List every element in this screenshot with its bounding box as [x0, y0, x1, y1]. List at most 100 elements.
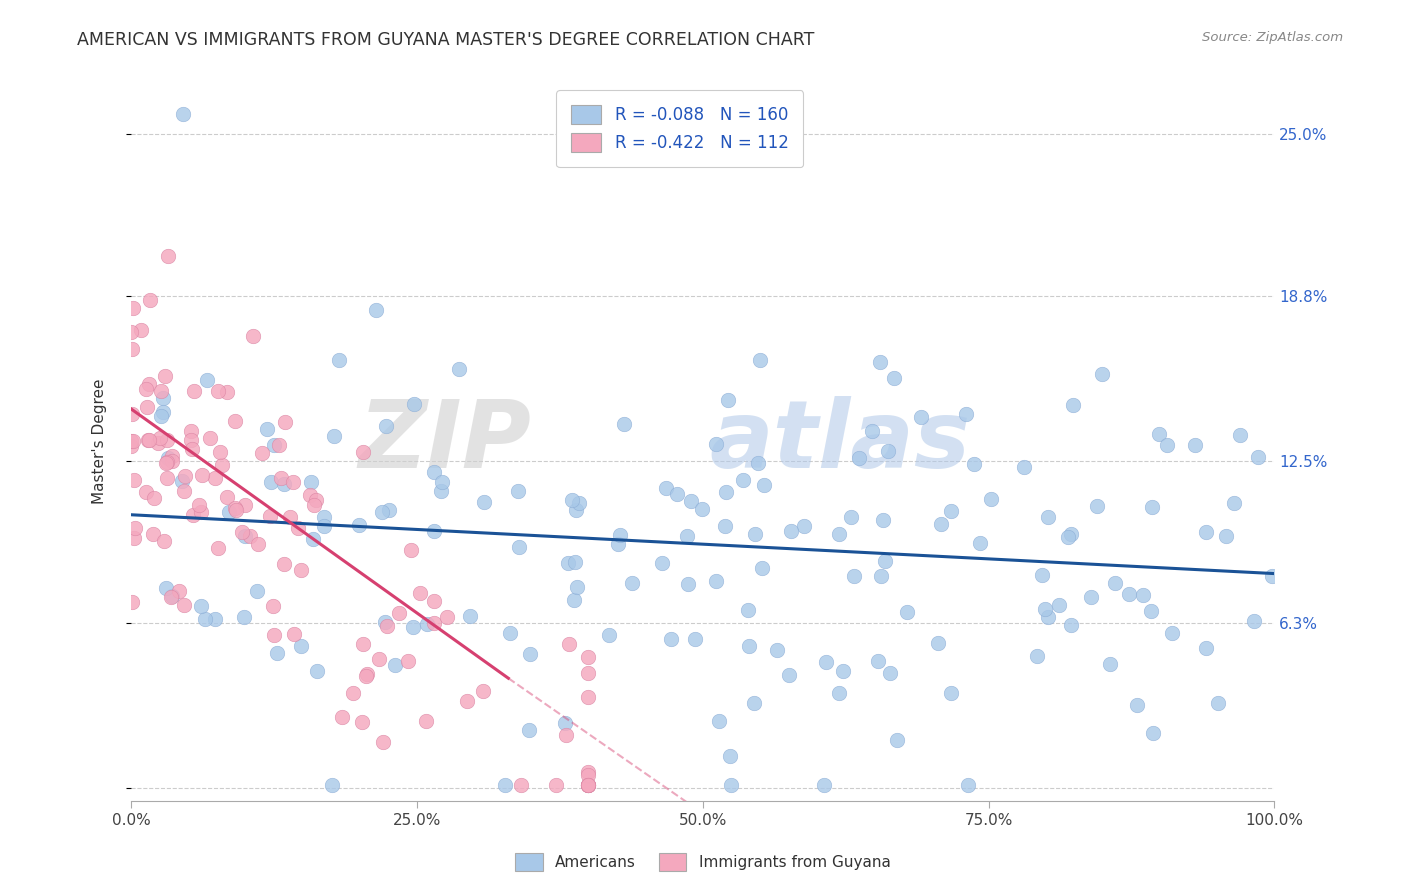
Point — [873, 554, 896, 568]
Point — [690, 502, 713, 516]
Point — [607, 537, 630, 551]
Point — [290, 563, 312, 577]
Point — [436, 610, 458, 624]
Point — [378, 502, 401, 516]
Point — [661, 632, 683, 646]
Point — [224, 500, 246, 515]
Point — [886, 732, 908, 747]
Point — [749, 353, 772, 368]
Y-axis label: Master's Degree: Master's Degree — [93, 379, 107, 504]
Point — [576, 768, 599, 782]
Point — [576, 650, 599, 665]
Point — [156, 249, 179, 263]
Point — [352, 445, 374, 459]
Point — [576, 666, 599, 681]
Point — [839, 509, 862, 524]
Point — [215, 385, 238, 400]
Point — [263, 628, 285, 642]
Point — [190, 505, 212, 519]
Point — [142, 526, 165, 541]
Point — [371, 505, 394, 519]
Point — [364, 303, 387, 318]
Point — [738, 639, 761, 653]
Legend: Americans, Immigrants from Guyana: Americans, Immigrants from Guyana — [509, 847, 897, 877]
Point — [273, 415, 295, 429]
Point — [263, 438, 285, 452]
Point — [305, 493, 328, 508]
Point — [290, 639, 312, 653]
Point — [153, 533, 176, 548]
Point — [655, 481, 678, 495]
Point — [675, 529, 697, 543]
Point — [305, 664, 328, 678]
Point — [283, 627, 305, 641]
Point — [302, 532, 325, 546]
Point — [180, 433, 202, 447]
Point — [929, 516, 952, 531]
Point — [323, 429, 346, 443]
Point — [544, 779, 567, 793]
Point — [956, 779, 979, 793]
Point — [402, 620, 425, 634]
Point — [233, 609, 256, 624]
Point — [554, 716, 576, 731]
Point — [368, 652, 391, 666]
Point — [162, 589, 184, 603]
Point — [747, 456, 769, 470]
Point — [494, 779, 516, 793]
Point — [278, 509, 301, 524]
Point — [352, 714, 374, 729]
Point — [706, 574, 728, 588]
Point — [613, 417, 636, 431]
Point — [778, 668, 800, 682]
Point — [138, 377, 160, 392]
Point — [704, 437, 727, 451]
Point — [676, 576, 699, 591]
Point — [356, 666, 378, 681]
Point — [793, 519, 815, 533]
Point — [458, 609, 481, 624]
Text: AMERICAN VS IMMIGRANTS FROM GUYANA MASTER'S DEGREE CORRELATION CHART: AMERICAN VS IMMIGRANTS FROM GUYANA MASTE… — [77, 31, 814, 49]
Point — [714, 484, 737, 499]
Point — [139, 293, 162, 307]
Point — [576, 779, 599, 793]
Point — [330, 709, 353, 723]
Point — [683, 632, 706, 646]
Point — [1261, 569, 1284, 583]
Point — [1091, 367, 1114, 381]
Point — [714, 519, 737, 533]
Point — [508, 540, 530, 554]
Point — [146, 436, 169, 450]
Point — [1161, 626, 1184, 640]
Point — [149, 384, 172, 398]
Point — [122, 301, 145, 316]
Point — [245, 584, 267, 599]
Point — [273, 477, 295, 491]
Point — [1060, 617, 1083, 632]
Point — [564, 503, 586, 517]
Point — [430, 484, 453, 499]
Point — [576, 779, 599, 793]
Point — [1147, 427, 1170, 442]
Point — [1060, 526, 1083, 541]
Point — [651, 556, 673, 570]
Point — [302, 498, 325, 512]
Point — [848, 450, 870, 465]
Point — [565, 580, 588, 594]
Point — [256, 421, 278, 435]
Point — [225, 502, 247, 516]
Point — [879, 666, 901, 681]
Point — [269, 438, 291, 452]
Point — [262, 599, 284, 613]
Point — [598, 628, 620, 642]
Point — [498, 625, 520, 640]
Point — [717, 392, 740, 407]
Point — [172, 475, 194, 489]
Point — [1012, 459, 1035, 474]
Point — [399, 543, 422, 558]
Point — [181, 442, 204, 457]
Point — [312, 510, 335, 524]
Point — [160, 449, 183, 463]
Point — [1062, 398, 1084, 412]
Point — [195, 373, 218, 387]
